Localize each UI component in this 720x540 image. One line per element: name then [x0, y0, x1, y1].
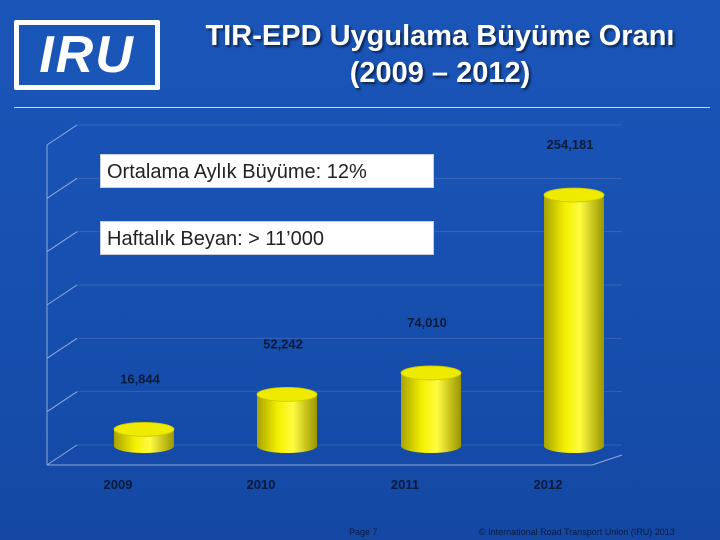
bar-2011-bottom	[401, 439, 461, 453]
bar-2009-bottom	[114, 439, 174, 453]
x-tick-2009: 2009	[104, 477, 133, 492]
bar-2011	[401, 372, 461, 446]
page-number: Page 7	[349, 527, 378, 537]
x-tick-2010: 2010	[247, 477, 276, 492]
page-title: TIR-EPD Uygulama Büyüme Oranı (2009 – 20…	[160, 18, 720, 92]
gridline-diagonal	[46, 124, 78, 146]
bar-2010-bottom	[257, 439, 317, 453]
bar-2012-bottom	[544, 439, 604, 453]
gridline-diagonal	[46, 444, 78, 466]
weekly-declarations-callout: Haftalık Beyan: > 11’000	[100, 221, 434, 255]
gridline-diagonal	[46, 337, 78, 359]
iru-logo: IRU	[14, 20, 160, 90]
gridline-diagonal	[46, 231, 78, 253]
gridline-diagonal	[46, 177, 78, 199]
axis-floor-right	[591, 454, 623, 466]
x-tick-2012: 2012	[534, 477, 563, 492]
bar-2011-top	[400, 365, 462, 381]
chart-labels: 16,844 2009 52,242 2010 74,010 2011 254,181 201…	[104, 137, 594, 492]
title-line-2: (2009 – 2012)	[349, 57, 531, 89]
bar-2010	[257, 394, 317, 446]
value-label-2012: 254,181	[547, 137, 594, 152]
gridline-diagonal	[46, 284, 78, 306]
value-label-2010: 52,242	[263, 336, 303, 351]
bar-2010-top	[256, 387, 318, 402]
bar-2012-top	[543, 187, 605, 203]
chart-bars	[113, 187, 605, 453]
monthly-growth-callout: Ortalama Aylık Büyüme: 12%	[100, 154, 434, 188]
iru-logo-text: IRU	[39, 26, 135, 84]
title-divider	[14, 107, 710, 108]
title-line-1: TIR-EPD Uygulama Büyüme Oranı	[205, 20, 675, 52]
iru-logo-box: IRU	[19, 25, 155, 85]
x-tick-2011: 2011	[391, 477, 419, 492]
bar-2012	[544, 195, 604, 446]
value-label-2009: 16,844	[120, 371, 161, 386]
bar-2009-top	[113, 421, 175, 437]
value-label-2011: 74,010	[407, 315, 447, 330]
copyright-notice: © International Road Transport Union (IR…	[479, 527, 675, 537]
gridline-diagonal	[46, 391, 78, 413]
